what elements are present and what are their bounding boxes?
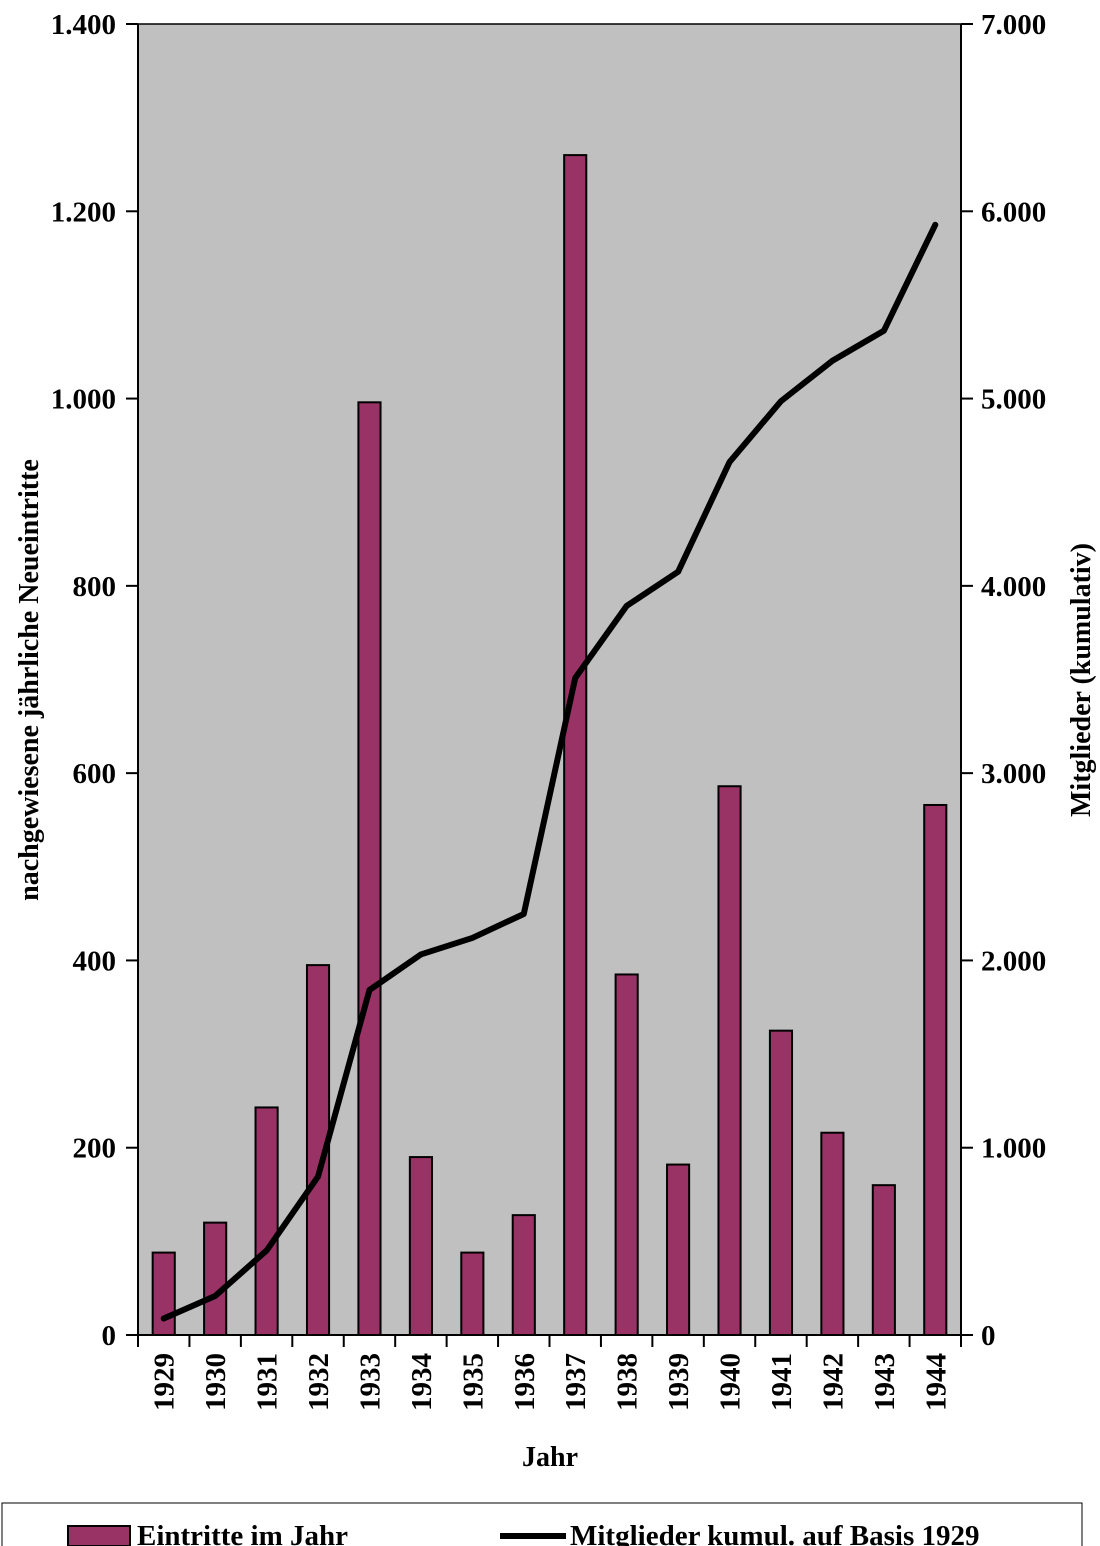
- x-tick-label-1936: 1936: [509, 1353, 541, 1411]
- y2-tick-label: 0: [981, 1320, 996, 1352]
- bar-1940: [717, 785, 742, 1336]
- y-axis-title: nachgewiesene jährliche Neueintritte: [14, 459, 45, 901]
- x-axis-title: Jahr: [522, 1442, 578, 1473]
- y-tick-label: 1.400: [51, 9, 116, 41]
- bar-1944: [923, 803, 948, 1336]
- x-tick-label-1942: 1942: [817, 1353, 849, 1411]
- y-tick-label: 1.200: [51, 196, 116, 228]
- y2-tick-label: 4.000: [981, 571, 1046, 603]
- y2-tick-label: 1.000: [981, 1133, 1046, 1165]
- y-tick-label: 200: [73, 1133, 117, 1165]
- cumulative-line: [160, 221, 939, 1322]
- x-tick-label-1935: 1935: [457, 1353, 489, 1411]
- y-tick-label: 600: [73, 758, 117, 790]
- bar-1930: [203, 1221, 228, 1337]
- x-tick-label-1938: 1938: [612, 1353, 644, 1411]
- bar-1933: [357, 401, 382, 1336]
- y-tick-label: 400: [73, 945, 117, 977]
- y2-tick-label: 6.000: [981, 196, 1046, 228]
- bar-1931: [254, 1106, 279, 1336]
- x-tick-label-1932: 1932: [303, 1353, 335, 1411]
- x-tick-label-1943: 1943: [869, 1353, 901, 1411]
- x-tick-label-1939: 1939: [663, 1353, 695, 1411]
- y2-tick-label: 5.000: [981, 384, 1046, 416]
- x-tick-label-1934: 1934: [406, 1353, 438, 1411]
- bar-1937: [563, 154, 588, 1337]
- legend: Eintritte im Jahr Mitglieder kumul. auf …: [1, 1502, 1083, 1546]
- x-tick-label-1937: 1937: [560, 1353, 592, 1411]
- bar-1936: [511, 1214, 536, 1337]
- bar-1938: [614, 973, 639, 1336]
- x-tick-label-1944: 1944: [920, 1353, 952, 1411]
- x-tick-label-1931: 1931: [252, 1353, 284, 1411]
- bar-1935: [460, 1251, 485, 1336]
- y-tick-label: 0: [102, 1320, 117, 1352]
- bar-1941: [768, 1029, 794, 1337]
- x-tick-label-1941: 1941: [766, 1353, 798, 1411]
- legend-label-line: Mitglieder kumul. auf Basis 1929: [570, 1520, 980, 1546]
- bar-1942: [820, 1131, 845, 1336]
- legend-label-bar: Eintritte im Jahr: [137, 1520, 348, 1546]
- x-tick-label-1930: 1930: [200, 1353, 232, 1411]
- y-tick-label: 1.000: [51, 384, 116, 416]
- bar-1934: [408, 1156, 433, 1336]
- y2-tick-label: 2.000: [981, 945, 1046, 977]
- legend-swatch-bar: [67, 1525, 131, 1546]
- bar-1939: [666, 1163, 691, 1336]
- bar-1929: [151, 1251, 176, 1336]
- y2-tick-label: 3.000: [981, 758, 1046, 790]
- x-tick-label-1940: 1940: [715, 1353, 747, 1411]
- bar-1943: [871, 1184, 896, 1337]
- x-tick-label-1929: 1929: [149, 1353, 181, 1411]
- y2-tick-label: 7.000: [981, 9, 1046, 41]
- x-tick-label-1933: 1933: [354, 1353, 386, 1411]
- y-tick-label: 800: [73, 571, 117, 603]
- y2-axis-title: Mitglieder (kumulativ): [1066, 543, 1097, 817]
